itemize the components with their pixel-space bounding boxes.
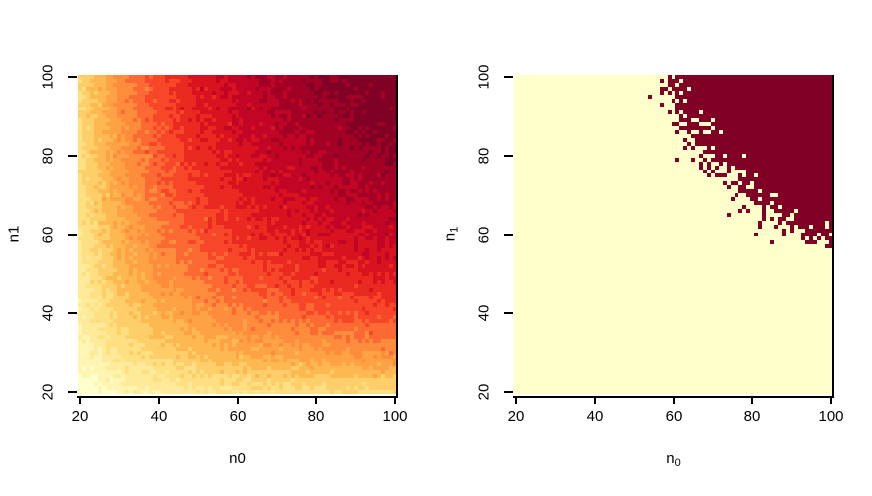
y-axis-tick-label: 20 [475, 383, 493, 401]
y-axis-title: n1 [5, 225, 24, 243]
x-axis-tick [751, 398, 753, 404]
y-axis-tick [504, 234, 513, 236]
x-axis-tick-label: 80 [743, 408, 761, 425]
x-axis-tick [830, 398, 832, 404]
x-axis-title-text: n0 [229, 450, 246, 467]
x-axis-line [77, 396, 398, 398]
x-axis-tick [158, 398, 160, 404]
y-axis-tick-label: 20 [39, 383, 57, 401]
y-axis-title: n1 [441, 226, 461, 242]
y-axis-tick-label: 60 [475, 226, 493, 244]
y-axis-tick-label: 80 [475, 147, 493, 165]
y-axis-tick-label: 60 [39, 226, 57, 244]
x-axis-tick [594, 398, 596, 404]
x-axis-tick-label: 40 [150, 408, 168, 425]
y-axis-title-subscript: 1 [448, 226, 461, 233]
x-axis-tick-label: 20 [507, 408, 525, 425]
x-axis-tick-label: 60 [229, 408, 247, 425]
x-axis-tick [79, 398, 81, 404]
y-axis-title-text: n1 [5, 225, 23, 243]
power-threshold-figure: 20 40 60 80 100 20 40 60 80 100 n0 n1 [436, 0, 872, 496]
x-axis-title-subscript: 0 [674, 457, 681, 469]
plot-right-border [832, 75, 834, 398]
x-axis-tick-label: 100 [382, 408, 408, 425]
y-axis-tick [504, 312, 513, 314]
y-axis-tick [68, 391, 77, 393]
y-axis-title-text: n [441, 232, 459, 242]
y-axis-tick-label: 40 [475, 304, 493, 322]
x-axis-line [513, 396, 834, 398]
y-axis-tick-label: 80 [39, 147, 57, 165]
power-surface-figure: 20 40 60 80 100 20 40 60 80 100 n0 n1 [5, 64, 408, 469]
y-axis-tick [504, 155, 513, 157]
power-threshold-heatmap-raster [514, 75, 833, 394]
y-axis-tick [68, 76, 77, 78]
x-axis-tick [515, 398, 517, 404]
power-surface-heatmap-raster [78, 75, 397, 394]
x-axis-tick [394, 398, 396, 404]
x-axis-title: n0 [78, 450, 397, 469]
x-axis-tick-label: 60 [665, 408, 683, 425]
y-axis-tick [504, 76, 513, 78]
y-axis-tick [68, 312, 77, 314]
x-axis-tick-label: 40 [586, 408, 604, 425]
x-axis-title-text: n [666, 450, 675, 467]
y-axis-tick-label: 100 [39, 64, 57, 90]
y-axis-tick [68, 155, 77, 157]
x-axis-tick [237, 398, 239, 404]
x-axis-tick [673, 398, 675, 404]
y-axis-tick [68, 234, 77, 236]
x-axis-tick-label: 80 [307, 408, 325, 425]
plot-right-border [396, 75, 398, 398]
y-axis-tick-label: 40 [39, 304, 57, 322]
y-axis-tick [504, 391, 513, 393]
x-axis-tick-label: 100 [818, 408, 844, 425]
y-axis-tick-label: 100 [475, 64, 493, 90]
x-axis-tick [315, 398, 317, 404]
x-axis-tick-label: 20 [71, 408, 89, 425]
x-axis-title: n0 [514, 450, 833, 469]
